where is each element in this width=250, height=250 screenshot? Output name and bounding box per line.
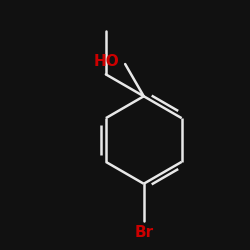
Text: Br: Br: [134, 225, 153, 240]
Text: HO: HO: [93, 54, 119, 69]
